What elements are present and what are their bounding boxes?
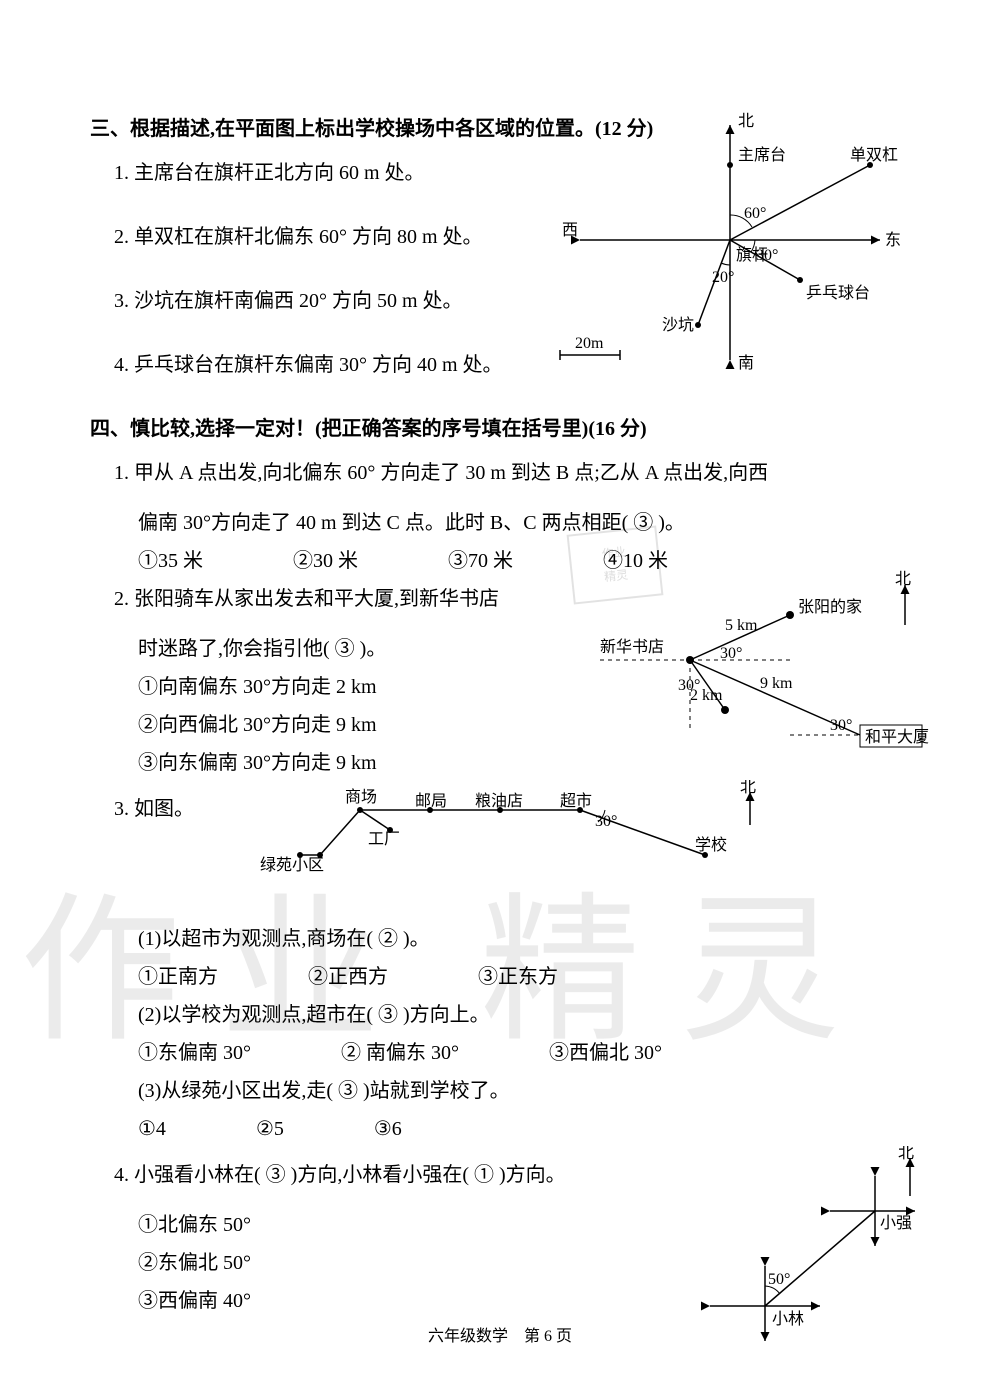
svg-text:30°: 30° [830, 717, 852, 734]
svg-text:北: 北 [740, 780, 756, 796]
q2-opt-2: ②向西偏北 30°方向走 9 km [138, 706, 510, 744]
svg-text:绿苑小区: 绿苑小区 [260, 856, 324, 874]
q1-opt-3: ③70 米 [448, 542, 513, 580]
svg-text:超市: 超市 [560, 792, 592, 810]
svg-text:工厂: 工厂 [368, 831, 400, 848]
s4-q2-l1: 2. 张阳骑车从家出发去和平大厦,到新华书店 [114, 580, 510, 618]
q3-sub1-opts: ①正南方 ②正西方 ③正东方 [138, 958, 910, 996]
svg-text:单双杠: 单双杠 [850, 146, 898, 164]
svg-text:20m: 20m [575, 335, 604, 352]
q2-opt-3: ③向东偏南 30°方向走 9 km [138, 744, 510, 782]
svg-text:50°: 50° [768, 1271, 790, 1288]
s4-q3-stem: 3. 如图。 [114, 790, 194, 828]
svg-text:30°: 30° [720, 645, 742, 662]
svg-text:小强: 小强 [880, 1214, 912, 1232]
q3s3-o2: ②5 [256, 1110, 284, 1148]
svg-text:20°: 20° [712, 269, 734, 286]
svg-text:30°: 30° [678, 677, 700, 694]
q3-diagram: 北 [260, 780, 830, 880]
svg-text:东: 东 [885, 231, 901, 249]
svg-text:5 km: 5 km [725, 617, 758, 634]
q3-sub2: (2)以学校为观测点,超市在( ③ )方向上。 [138, 996, 910, 1034]
section3-diagram: 北 南 东 西 主席台 单双杠 乒乓球台 沙坑 旗杆 60° 30° 20° 2… [520, 110, 940, 370]
s3-item-1: 1. 主席台在旗杆正北方向 60 m 处。 [114, 154, 510, 192]
svg-text:60°: 60° [744, 205, 766, 222]
svg-text:乒乓球台: 乒乓球台 [806, 284, 870, 302]
svg-text:30°: 30° [756, 247, 778, 264]
q3-sub3: (3)从绿苑小区出发,走( ③ )站就到学校了。 [138, 1072, 910, 1110]
svg-text:主席台: 主席台 [738, 146, 786, 164]
svg-text:北: 北 [898, 1146, 914, 1162]
s4-q4-stem: 4. 小强看小林在( ③ )方向,小林看小强在( ① )方向。 [114, 1156, 674, 1194]
q3s1-o2: ②正西方 [308, 958, 388, 996]
s3-item-4: 4. 乒乓球台在旗杆东偏南 30° 方向 40 m 处。 [114, 346, 510, 384]
svg-text:北: 北 [895, 570, 911, 588]
q3-sub1: (1)以超市为观测点,商场在( ② )。 [138, 920, 910, 958]
svg-text:和平大厦: 和平大厦 [865, 728, 929, 746]
q3s1-o3: ③正东方 [478, 958, 558, 996]
s3-item-3: 3. 沙坑在旗杆南偏西 20° 方向 50 m 处。 [114, 282, 510, 320]
q2-opt-1: ①向南偏东 30°方向走 2 km [138, 668, 510, 706]
s3-item-2: 2. 单双杠在旗杆北偏东 60° 方向 80 m 处。 [114, 218, 510, 256]
svg-text:粮油店: 粮油店 [475, 792, 523, 810]
q3-sub3-opts: ①4 ②5 ③6 [138, 1110, 910, 1148]
svg-text:学校: 学校 [695, 836, 727, 854]
svg-text:小林: 小林 [772, 1310, 804, 1328]
s4-q2-l2: 时迷路了,你会指引他( ③ )。 [138, 630, 510, 668]
q3-sub2-opts: ①东偏南 30° ② 南偏东 30° ③西偏北 30° [138, 1034, 910, 1072]
q1-opt-1: ①35 米 [138, 542, 203, 580]
q1-opt-2: ②30 米 [293, 542, 358, 580]
svg-text:新华书店: 新华书店 [600, 638, 664, 656]
section4-title: 四、慎比较,选择一定对！(把正确答案的序号填在括号里)(16 分) [90, 410, 910, 448]
q3s1-o1: ①正南方 [138, 958, 218, 996]
svg-text:沙坑: 沙坑 [662, 316, 694, 334]
svg-text:商场: 商场 [345, 788, 377, 806]
q4-diagram: 北 小强 小林 50° [680, 1146, 940, 1346]
q3s3-o3: ③6 [374, 1110, 402, 1148]
s4-q1-l1: 1. 甲从 A 点出发,向北偏东 60° 方向走了 30 m 到达 B 点;乙从… [114, 454, 910, 492]
q3s2-o1: ①东偏南 30° [138, 1034, 251, 1072]
svg-text:北: 北 [738, 112, 754, 130]
svg-text:邮局: 邮局 [415, 792, 447, 810]
s4-q1-l2: 偏南 30°方向走了 40 m 到达 C 点。此时 B、C 两点相距( ③ )。 [138, 504, 910, 542]
q3s2-o3: ③西偏北 30° [549, 1034, 662, 1072]
svg-text:9 km: 9 km [760, 675, 793, 692]
svg-text:西: 西 [562, 222, 578, 239]
q3s2-o2: ② 南偏东 30° [341, 1034, 459, 1072]
svg-text:张阳的家: 张阳的家 [798, 598, 862, 616]
svg-text:南: 南 [738, 354, 754, 370]
q2-diagram: 北 张阳的家 新华书店 和平大厦 [560, 570, 940, 770]
q3s3-o1: ①4 [138, 1110, 166, 1148]
